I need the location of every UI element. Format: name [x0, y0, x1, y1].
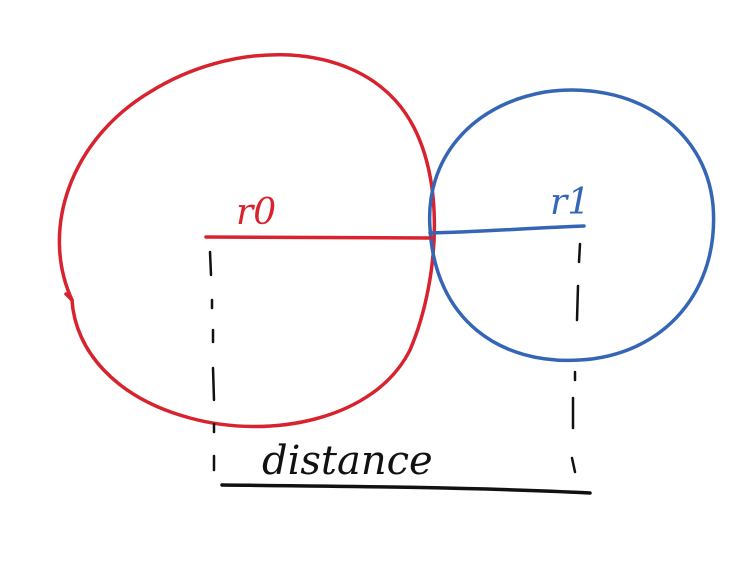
label-r0: r0: [236, 192, 276, 233]
circle-r1: [427, 88, 716, 363]
right-dashed-guide: [570, 242, 582, 474]
radius-r0-line: [204, 235, 432, 240]
circle-r0-tail: [64, 292, 74, 302]
circle-r0: [57, 53, 437, 429]
label-r1: r1: [550, 182, 590, 223]
distance-line: [220, 483, 592, 495]
radius-r1-line: [428, 224, 586, 235]
left-dashed-guide: [208, 250, 216, 472]
label-distance: distance: [262, 438, 433, 484]
